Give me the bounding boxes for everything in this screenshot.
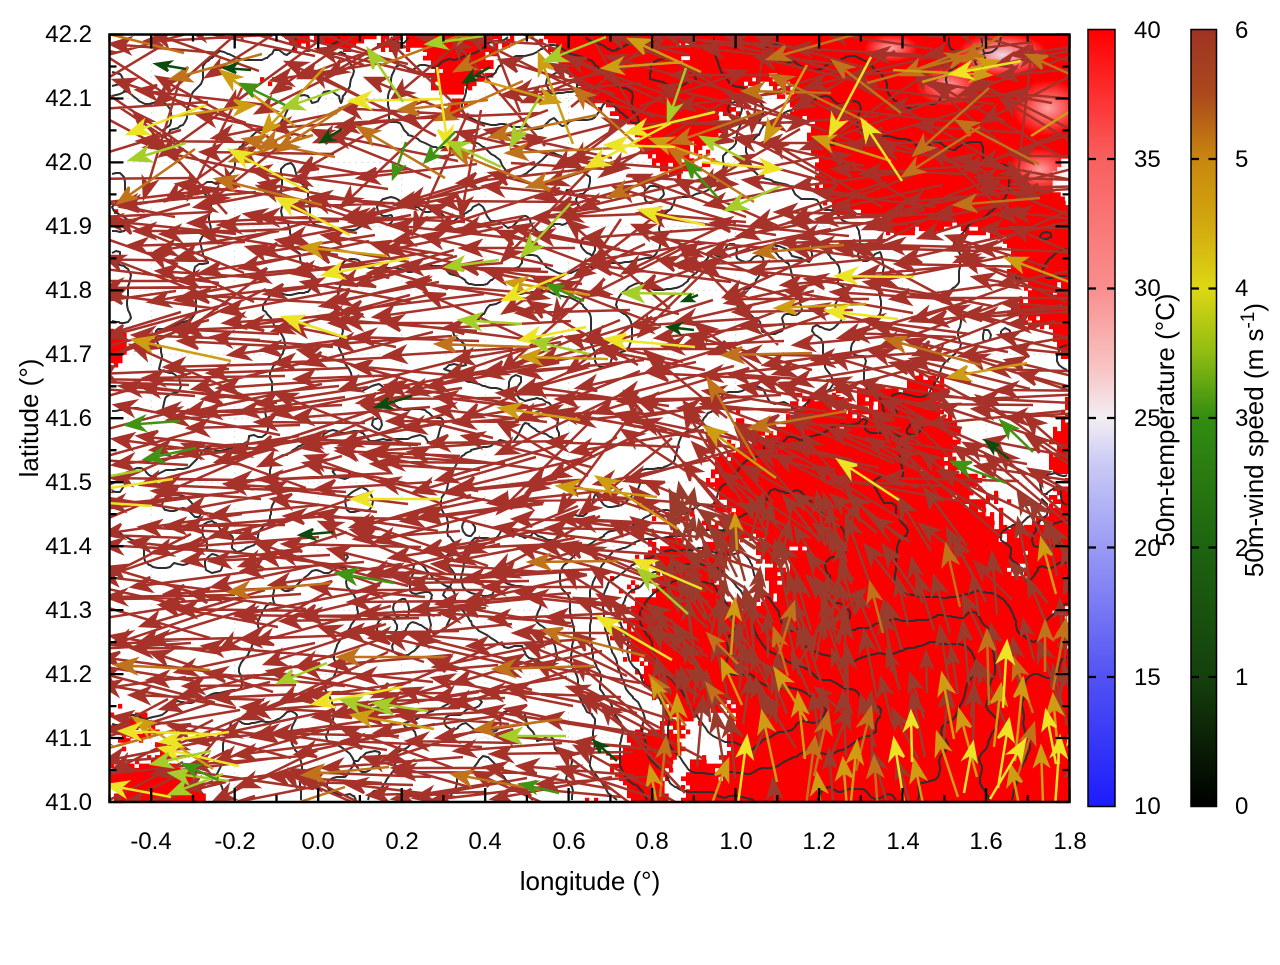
svg-text:2: 2 [1235,535,1248,562]
svg-text:50m-wind speed (m s-1): 50m-wind speed (m s-1) [1238,303,1269,577]
svg-text:1.6: 1.6 [969,828,1002,855]
svg-text:0.6: 0.6 [552,828,585,855]
svg-text:0.4: 0.4 [468,828,501,855]
svg-text:1.4: 1.4 [886,828,919,855]
svg-text:10: 10 [1134,793,1161,820]
svg-text:-0.4: -0.4 [130,828,171,855]
svg-text:0.0: 0.0 [301,828,334,855]
svg-text:41.8: 41.8 [45,277,92,304]
svg-text:0.8: 0.8 [635,828,668,855]
svg-text:0.2: 0.2 [385,828,418,855]
svg-text:42.0: 42.0 [45,149,92,176]
svg-text:1.8: 1.8 [1053,828,1086,855]
svg-text:41.9: 41.9 [45,213,92,240]
svg-text:41.2: 41.2 [45,661,92,688]
svg-text:41.0: 41.0 [45,789,92,816]
svg-text:41.3: 41.3 [45,597,92,624]
svg-text:6: 6 [1235,17,1248,44]
svg-text:4: 4 [1235,275,1248,302]
svg-text:35: 35 [1134,146,1161,173]
svg-text:41.6: 41.6 [45,405,92,432]
svg-text:-0.2: -0.2 [214,828,255,855]
svg-text:1: 1 [1235,664,1248,691]
svg-text:3: 3 [1235,405,1248,432]
svg-text:15: 15 [1134,664,1161,691]
svg-text:20: 20 [1134,535,1161,562]
svg-text:30: 30 [1134,275,1161,302]
svg-text:0: 0 [1235,793,1248,820]
svg-text:longitude (°): longitude (°) [520,866,660,896]
svg-text:42.1: 42.1 [45,85,92,112]
svg-text:latitude (°): latitude (°) [14,359,44,478]
svg-text:41.7: 41.7 [45,341,92,368]
svg-text:41.4: 41.4 [45,533,92,560]
svg-text:1.0: 1.0 [719,828,752,855]
svg-text:1.2: 1.2 [802,828,835,855]
svg-text:5: 5 [1235,146,1248,173]
svg-text:25: 25 [1134,405,1161,432]
svg-text:41.5: 41.5 [45,469,92,496]
svg-text:50m-temperature (°C): 50m-temperature (°C) [1150,293,1180,546]
svg-text:40: 40 [1134,17,1161,44]
svg-text:41.1: 41.1 [45,725,92,752]
svg-text:42.2: 42.2 [45,21,92,48]
